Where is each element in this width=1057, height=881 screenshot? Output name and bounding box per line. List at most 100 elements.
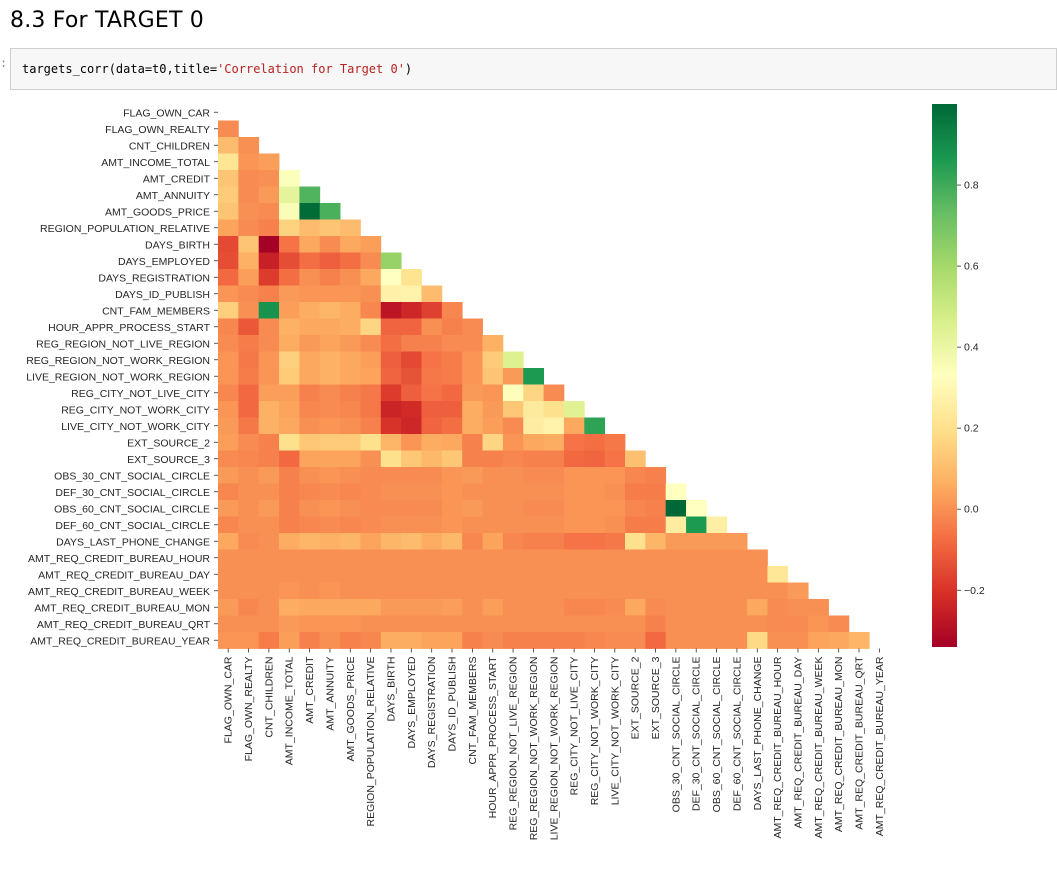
heatmap-cell bbox=[340, 500, 361, 517]
heatmap-cell bbox=[299, 318, 321, 336]
heatmap-cell bbox=[462, 318, 483, 336]
heatmap-cell bbox=[747, 615, 768, 633]
heatmap-cell bbox=[808, 632, 829, 649]
heatmap-cell bbox=[563, 500, 585, 517]
heatmap-cell bbox=[502, 500, 524, 517]
heatmap-cell bbox=[767, 566, 789, 583]
heatmap-cell bbox=[543, 582, 565, 600]
y-tick-label: AMT_REQ_CREDIT_BUREAU_MON bbox=[34, 602, 210, 614]
code-line[interactable]: targets_corr(data=t0,title='Correlation … bbox=[22, 62, 412, 76]
heatmap-cell bbox=[340, 599, 361, 616]
heatmap-cell bbox=[258, 582, 280, 600]
heatmap-cell bbox=[319, 566, 341, 583]
x-tick-label: FLAG_OWN_REALTY bbox=[243, 657, 255, 762]
heatmap-cell bbox=[218, 219, 239, 237]
heatmap-cell bbox=[218, 467, 239, 484]
heatmap-cell bbox=[340, 318, 361, 336]
heatmap-cell bbox=[421, 434, 443, 451]
heatmap-cell bbox=[299, 335, 321, 352]
heatmap-cell bbox=[686, 582, 707, 600]
heatmap-cell bbox=[441, 417, 463, 435]
heatmap-cell bbox=[279, 302, 300, 319]
heatmap-cell bbox=[218, 186, 239, 204]
y-tick-label: OBS_60_CNT_SOCIAL_CIRCLE bbox=[54, 503, 210, 515]
heatmap-cell bbox=[258, 302, 280, 319]
heatmap-cell bbox=[401, 318, 422, 336]
heatmap-cell bbox=[462, 384, 483, 402]
heatmap-cell bbox=[523, 582, 544, 600]
y-tick-label: AMT_GOODS_PRICE bbox=[105, 206, 210, 218]
heatmap-cell bbox=[421, 285, 443, 303]
heatmap-cell bbox=[360, 417, 382, 435]
heatmap-cell bbox=[299, 533, 321, 550]
heatmap-cell bbox=[279, 186, 300, 204]
heatmap-cell bbox=[401, 368, 422, 385]
heatmap-cell bbox=[360, 500, 382, 517]
heatmap-cell bbox=[645, 533, 667, 550]
heatmap-cell bbox=[563, 483, 585, 501]
code-cell[interactable]: targets_corr(data=t0,title='Correlation … bbox=[10, 48, 1057, 90]
heatmap-cell bbox=[279, 351, 300, 369]
heatmap-cell bbox=[360, 335, 382, 352]
heatmap-cell bbox=[299, 615, 321, 633]
heatmap-cell bbox=[299, 269, 321, 286]
heatmap-cell bbox=[238, 335, 260, 352]
heatmap-cell bbox=[360, 401, 382, 418]
heatmap-cell bbox=[686, 500, 707, 517]
x-tick-label: REG_REGION_NOT_LIVE_REGION bbox=[508, 657, 520, 831]
heatmap-cell bbox=[258, 153, 280, 171]
heatmap-cell bbox=[441, 401, 463, 418]
heatmap-cell bbox=[380, 434, 402, 451]
heatmap-cell bbox=[319, 615, 341, 633]
x-tick-label: REG_CITY_NOT_WORK_CITY bbox=[589, 657, 601, 806]
heatmap-cell bbox=[584, 450, 606, 468]
heatmap-cell bbox=[258, 467, 280, 484]
heatmap-cell bbox=[421, 318, 443, 336]
heatmap-cell bbox=[543, 533, 565, 550]
heatmap-cell bbox=[563, 566, 585, 583]
heatmap-cell bbox=[258, 170, 280, 187]
heatmap-cell bbox=[482, 500, 504, 517]
heatmap-cell bbox=[238, 566, 260, 583]
heatmap-cell bbox=[584, 516, 606, 534]
heatmap-cell bbox=[686, 615, 707, 633]
heatmap-cell bbox=[787, 615, 809, 633]
heatmap-cell bbox=[421, 401, 443, 418]
heatmap-cell bbox=[421, 335, 443, 352]
heatmap-cell bbox=[218, 335, 239, 352]
heatmap-cell bbox=[340, 401, 361, 418]
heatmap-cell bbox=[645, 467, 667, 484]
heatmap-cell bbox=[787, 582, 809, 600]
heatmap-cell bbox=[665, 549, 687, 567]
heatmap-cell bbox=[401, 450, 422, 468]
heatmap-cell bbox=[604, 549, 626, 567]
heatmap-cell bbox=[523, 533, 544, 550]
y-tick-label: OBS_30_CNT_SOCIAL_CIRCLE bbox=[54, 470, 210, 482]
code-string: 'Correlation for Target 0' bbox=[217, 62, 405, 76]
heatmap-cell bbox=[462, 351, 483, 369]
heatmap-cell bbox=[238, 483, 260, 501]
x-tick-label: LIVE_CITY_NOT_WORK_CITY bbox=[609, 657, 621, 806]
heatmap-cell bbox=[319, 467, 341, 484]
heatmap-cell bbox=[299, 203, 321, 220]
heatmap-cell bbox=[360, 450, 382, 468]
heatmap-cell bbox=[279, 368, 300, 385]
heatmap-cell bbox=[258, 368, 280, 385]
heatmap-cell bbox=[238, 384, 260, 402]
heatmap-cell bbox=[218, 153, 239, 171]
heatmap-cell bbox=[401, 302, 422, 319]
heatmap-cell bbox=[726, 566, 748, 583]
heatmap-cell bbox=[319, 219, 341, 237]
heatmap-cell bbox=[380, 582, 402, 600]
heatmap-cell bbox=[462, 632, 483, 649]
heatmap-cell bbox=[543, 500, 565, 517]
heatmap-cell bbox=[380, 269, 402, 286]
y-tick-label: EXT_SOURCE_3 bbox=[127, 454, 210, 466]
heatmap-cell bbox=[767, 632, 789, 649]
heatmap-cell bbox=[360, 582, 382, 600]
heatmap-cell bbox=[279, 582, 300, 600]
heatmap-cell bbox=[563, 434, 585, 451]
heatmap-cell bbox=[401, 500, 422, 517]
x-tick-label: AMT_GOODS_PRICE bbox=[345, 657, 357, 762]
y-tick-label: REGION_POPULATION_RELATIVE bbox=[40, 223, 210, 235]
